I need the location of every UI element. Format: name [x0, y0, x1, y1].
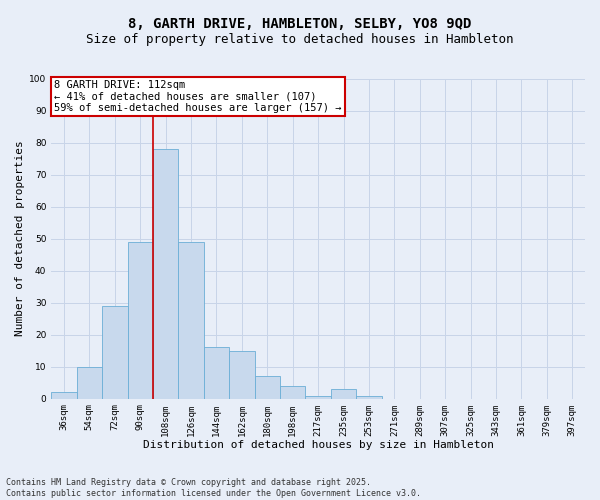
- Bar: [102, 306, 128, 398]
- Bar: [331, 389, 356, 398]
- Bar: [280, 386, 305, 398]
- Text: 8, GARTH DRIVE, HAMBLETON, SELBY, YO8 9QD: 8, GARTH DRIVE, HAMBLETON, SELBY, YO8 9Q…: [128, 18, 472, 32]
- Bar: [128, 242, 153, 398]
- Text: Contains HM Land Registry data © Crown copyright and database right 2025.
Contai: Contains HM Land Registry data © Crown c…: [6, 478, 421, 498]
- Bar: [204, 348, 229, 399]
- Bar: [178, 242, 204, 398]
- Text: Size of property relative to detached houses in Hambleton: Size of property relative to detached ho…: [86, 32, 514, 46]
- Bar: [356, 396, 382, 398]
- X-axis label: Distribution of detached houses by size in Hambleton: Distribution of detached houses by size …: [143, 440, 494, 450]
- Bar: [51, 392, 77, 398]
- Y-axis label: Number of detached properties: Number of detached properties: [15, 140, 25, 336]
- Bar: [254, 376, 280, 398]
- Bar: [153, 149, 178, 398]
- Text: 8 GARTH DRIVE: 112sqm
← 41% of detached houses are smaller (107)
59% of semi-det: 8 GARTH DRIVE: 112sqm ← 41% of detached …: [54, 80, 341, 114]
- Bar: [305, 396, 331, 398]
- Bar: [77, 366, 102, 398]
- Bar: [229, 350, 254, 399]
